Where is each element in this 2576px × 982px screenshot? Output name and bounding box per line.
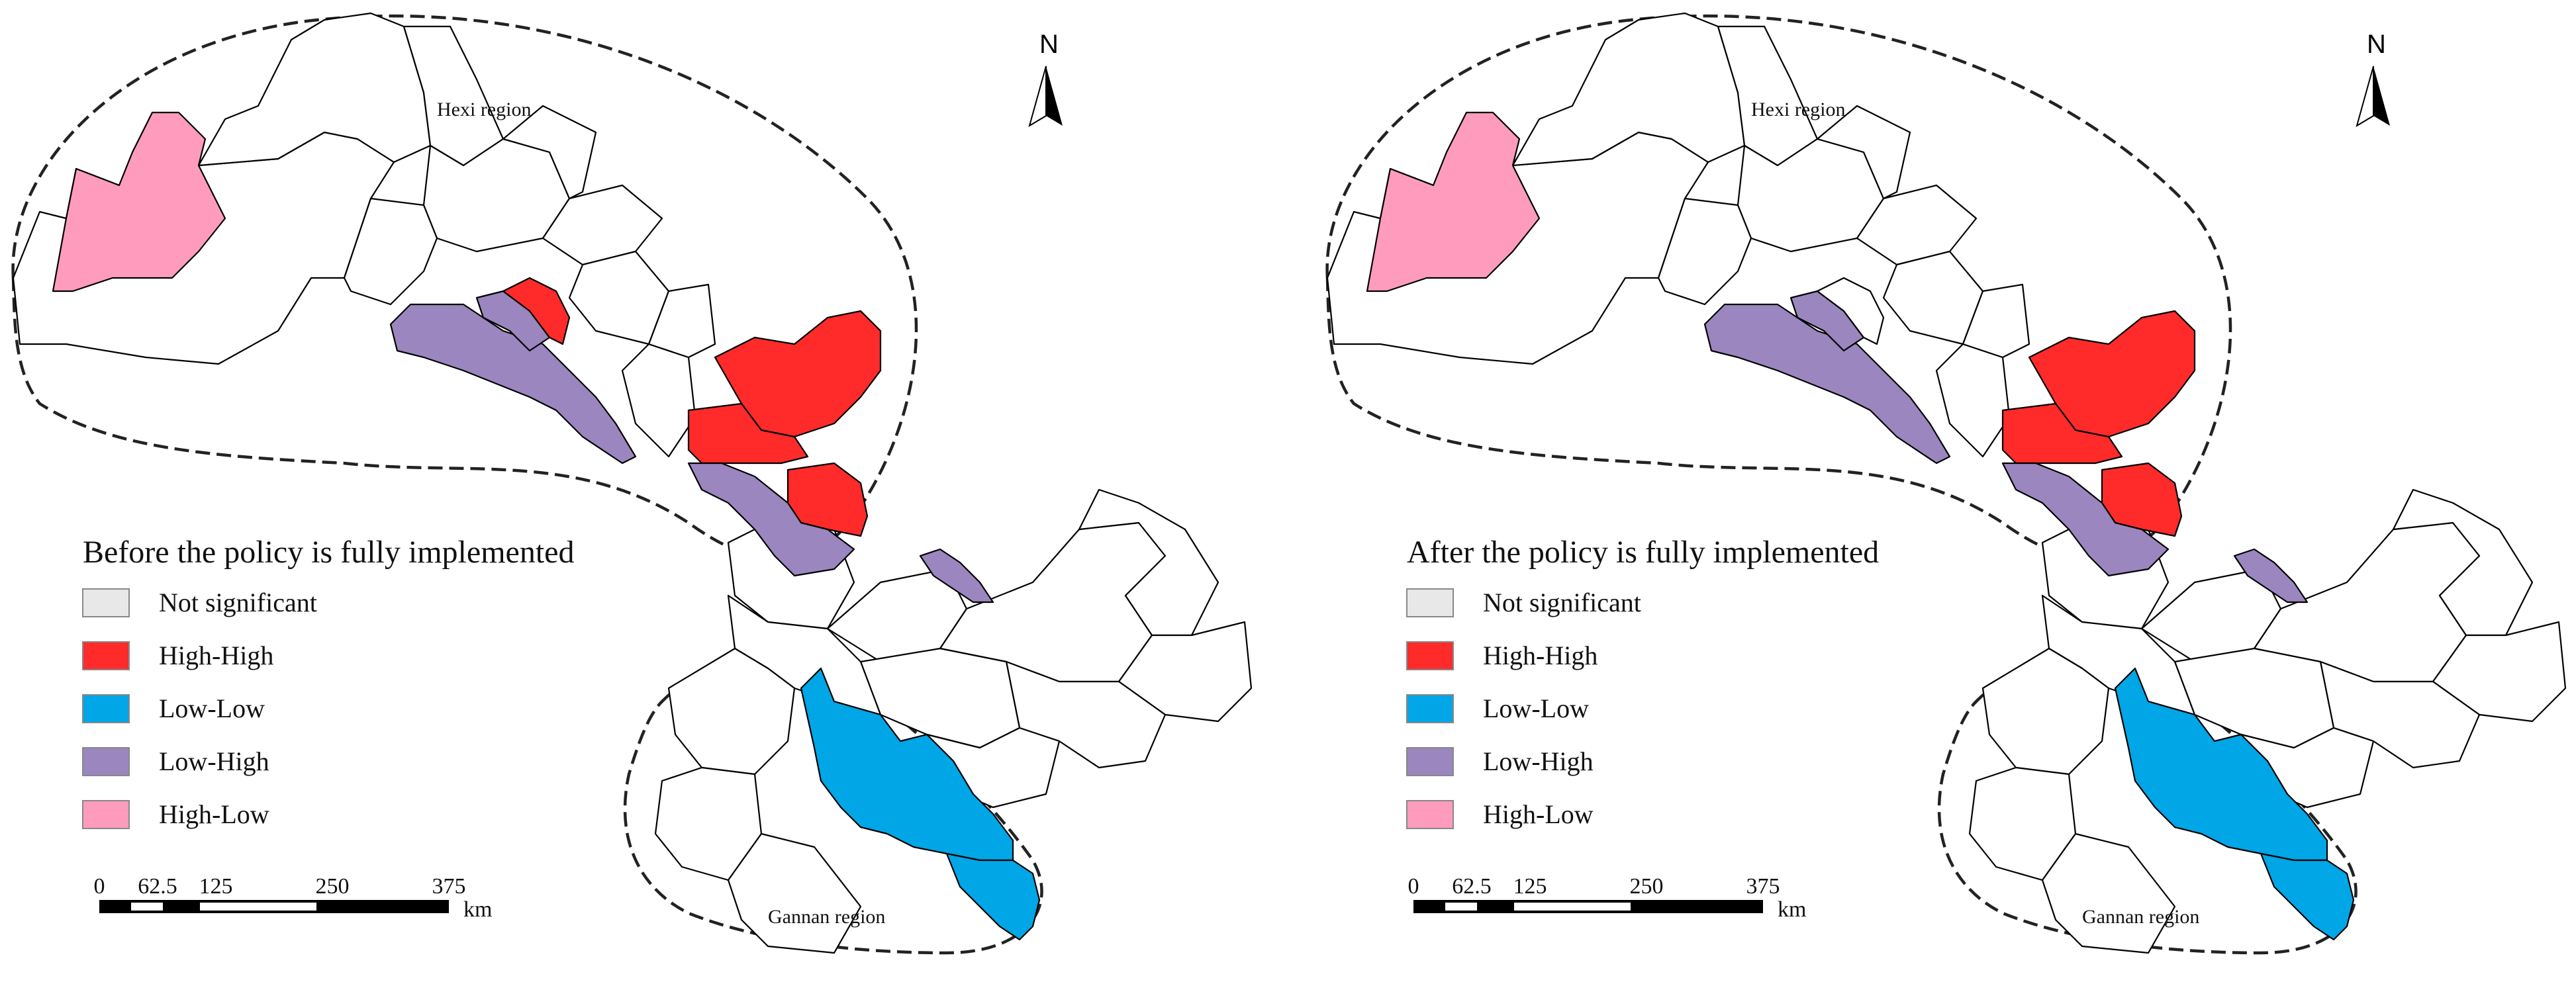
- legend-title: After the policy is fully implemented: [1407, 535, 1879, 570]
- legend-swatch-lh: [1406, 747, 1454, 776]
- region-gannan-east: [2260, 852, 2355, 941]
- legend-label-hh: High-High: [1483, 641, 1598, 670]
- legend-label-ll: Low-Low: [1483, 693, 1589, 723]
- scale-tick-label: 62.5: [138, 874, 177, 899]
- scale-tick-label: 250: [1630, 874, 1664, 899]
- legend-label-ll: Low-Low: [159, 693, 265, 723]
- legend-label-lh: Low-High: [159, 746, 269, 776]
- north-arrow: N: [2356, 30, 2390, 128]
- region-hexi-middle-block: [687, 402, 809, 465]
- hexi-region-outline: [1325, 14, 2232, 561]
- scale-tick-label: 125: [199, 874, 233, 899]
- hexi-region-label: Hexi region: [1751, 99, 1845, 120]
- north-arrow: N: [1028, 30, 1063, 128]
- region-gannan-core: [800, 667, 1014, 862]
- scale-tick-label: 0: [94, 874, 105, 899]
- legend-swatch-ll: [82, 694, 130, 723]
- scale-tick-label: 250: [316, 874, 350, 899]
- after-panel: Hexi region Gannan region N After the po…: [1325, 12, 2567, 955]
- north-label: N: [2367, 30, 2386, 59]
- legend-swatch-ll: [1406, 694, 1454, 723]
- region-gannan-east: [945, 852, 1041, 941]
- region-hexi-corridor: [389, 303, 637, 465]
- scale-tick-label: 125: [1513, 874, 1547, 899]
- region-hexi-red-small: [502, 277, 571, 345]
- scale-unit: km: [1778, 897, 1806, 922]
- region-hexi-purple-tail: [687, 462, 855, 577]
- gannan-region-outline: [1937, 654, 2358, 955]
- legend-swatch-hh: [1406, 641, 1454, 670]
- region-hexi-purple-tail: [2001, 462, 2170, 577]
- region-hexi-middle-block: [2001, 402, 2123, 465]
- region-hexi-east-purple: [2233, 548, 2309, 603]
- lisa-clusters: [52, 111, 1041, 941]
- legend-label-lh: Low-High: [1483, 746, 1594, 776]
- legend-swatch-ns: [1406, 588, 1454, 617]
- legend-swatch-hl: [82, 800, 130, 829]
- hexi-region-label: Hexi region: [437, 99, 531, 120]
- legend-swatch-ns: [82, 588, 130, 617]
- scale-bar: 0 62.5 125 250 375 km: [94, 874, 493, 922]
- region-gannan-core: [2114, 667, 2328, 862]
- scale-unit: km: [463, 897, 492, 922]
- region-hexi-far-west: [52, 111, 226, 292]
- gannan-region-label: Gannan region: [768, 906, 885, 928]
- legend-label-ns: Not significant: [1483, 588, 1641, 617]
- legend-swatch-hh: [82, 641, 130, 670]
- region-hexi-east-purple: [919, 548, 994, 603]
- legend-items: Not significant High-High Low-Low Low-High H…: [82, 588, 317, 829]
- north-label: N: [1039, 30, 1059, 59]
- county-regions-background: [12, 12, 1253, 954]
- region-hexi-far-west: [1366, 111, 1541, 292]
- scale-bar: 0 62.5 125 250 375 km: [1408, 874, 1807, 922]
- lisa-clusters: [1366, 111, 2355, 941]
- legend-label-hh: High-High: [159, 641, 273, 670]
- region-hexi-corridor: [1703, 303, 1951, 465]
- legend-swatch-lh: [82, 747, 130, 776]
- legend-label-hl: High-Low: [1483, 799, 1594, 829]
- legend-label-hl: High-Low: [159, 799, 269, 829]
- scale-tick-label: 375: [1746, 874, 1780, 899]
- gannan-region-label: Gannan region: [2082, 906, 2199, 928]
- legend-title: Before the policy is fully implemented: [83, 535, 574, 570]
- legend: After the policy is fully implemented No…: [1406, 535, 1879, 829]
- legend-label-ns: Not significant: [159, 588, 317, 617]
- gannan-region-outline: [623, 654, 1043, 955]
- region-hexi-red-small: [1816, 277, 1885, 345]
- hexi-region-outline: [11, 14, 918, 561]
- legend-swatch-hl: [1406, 800, 1454, 829]
- scale-tick-label: 62.5: [1452, 874, 1492, 899]
- legend: Before the policy is fully implemented N…: [82, 535, 574, 829]
- scale-tick-label: 375: [432, 874, 466, 899]
- scale-tick-label: 0: [1408, 874, 1419, 899]
- before-panel: Hexi region Gannan region N Before the p…: [11, 12, 1253, 955]
- legend-items: Not significant High-High Low-Low Low-High H…: [1406, 588, 1641, 829]
